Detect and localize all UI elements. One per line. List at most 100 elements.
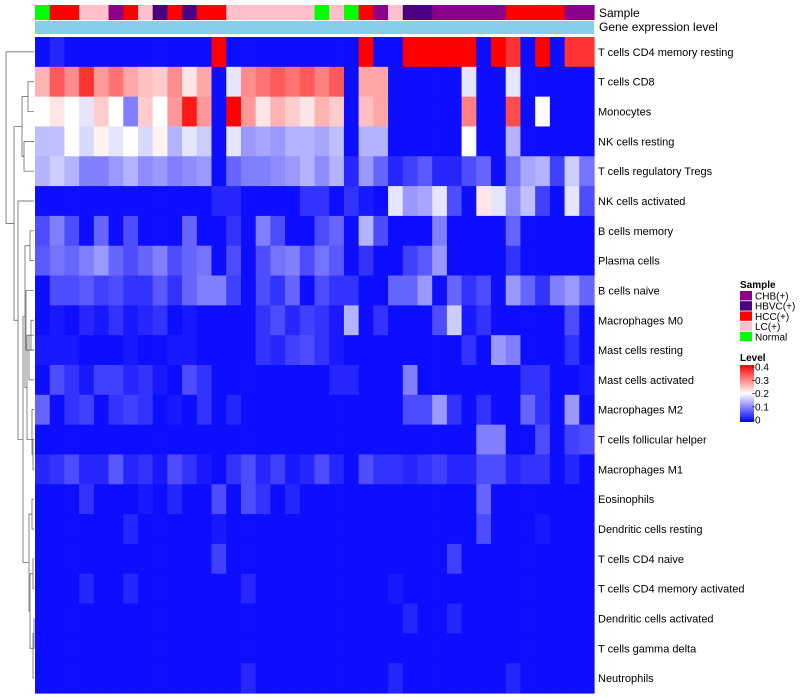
row-label: T cells follicular helper: [598, 435, 707, 447]
heatmap-cell: [299, 663, 316, 694]
sample-annotation-cell: [270, 5, 286, 20]
heatmap-cell: [240, 543, 257, 575]
heatmap-cell: [476, 335, 492, 366]
heatmap-cell: [549, 603, 566, 634]
heatmap-cell: [299, 454, 316, 485]
heatmap-cell: [240, 633, 257, 664]
heatmap-cell: [35, 365, 51, 396]
heatmap-cell: [285, 543, 301, 575]
heatmap-cell: [329, 633, 345, 664]
heatmap-cell: [432, 305, 448, 336]
heatmap-cell: [564, 37, 580, 68]
heatmap-cell: [79, 37, 95, 68]
heatmap-cell: [137, 245, 154, 277]
heatmap-cell: [196, 365, 213, 396]
heatmap-cell: [49, 543, 66, 575]
heatmap-cell: [432, 365, 448, 396]
sample-annotation-cell: [579, 5, 595, 20]
heatmap-cell: [35, 663, 51, 694]
heatmap-cell: [520, 335, 536, 366]
heatmap-cell: [255, 365, 271, 396]
heatmap-cell: [388, 633, 404, 664]
heatmap-cell: [388, 365, 404, 396]
heatmap-cell: [152, 66, 168, 98]
heatmap-cell: [123, 186, 139, 217]
heatmap-cell: [373, 484, 389, 515]
heatmap-cell: [491, 186, 507, 217]
heatmap-cell: [358, 66, 374, 98]
heatmap-cell: [167, 365, 183, 396]
heatmap-cell: [417, 66, 433, 98]
heatmap-cell: [314, 633, 330, 664]
row-label: T cells CD8: [598, 77, 655, 89]
heatmap-cell: [49, 96, 66, 128]
heatmap-cell: [108, 245, 124, 277]
heatmap-cell: [196, 245, 213, 277]
heatmap-cell: [137, 543, 154, 575]
heatmap-cell: [432, 156, 448, 187]
heatmap-cell: [461, 514, 477, 545]
heatmap-cell: [446, 394, 463, 426]
heatmap-cell: [520, 633, 536, 664]
heatmap-cell: [93, 394, 110, 426]
heatmap-cell: [446, 365, 463, 396]
heatmap-cell: [64, 126, 80, 157]
heatmap-cell: [505, 335, 522, 366]
heatmap-cell: [79, 245, 95, 277]
heatmap-cell: [35, 514, 51, 545]
heatmap-cell: [137, 394, 154, 426]
heatmap-cell: [579, 335, 595, 366]
heatmap-cell: [49, 394, 66, 426]
heatmap-cell: [123, 305, 139, 336]
heatmap-cell: [285, 394, 301, 426]
heatmap-cell: [549, 96, 566, 128]
heatmap-cell: [549, 186, 566, 217]
heatmap-cell: [35, 454, 51, 485]
heatmap-cell: [167, 603, 183, 634]
heatmap-cell: [579, 484, 595, 515]
heatmap-cell: [549, 484, 566, 515]
heatmap-cell: [402, 66, 419, 98]
heatmap-cell: [240, 66, 257, 98]
heatmap-cell: [432, 66, 448, 98]
sample-annotation-cell: [388, 5, 404, 20]
heatmap-cell: [579, 275, 595, 306]
heatmap-cell: [196, 633, 213, 664]
heatmap-cell: [549, 424, 566, 456]
heatmap-cell: [564, 335, 580, 366]
heatmap-cell: [329, 573, 345, 605]
heatmap-cell: [549, 663, 566, 694]
heatmap-cell: [432, 603, 448, 634]
heatmap-cell: [226, 275, 242, 306]
heatmap-cell: [270, 454, 286, 485]
heatmap-cell: [137, 96, 154, 128]
heatmap-cell: [64, 633, 80, 664]
heatmap-cell: [491, 573, 507, 605]
sample-annotation-cell: [108, 5, 124, 20]
level-legend-tick-label: 0.1: [755, 402, 769, 413]
sample-legend-swatch: [740, 301, 752, 311]
heatmap-cell: [549, 365, 566, 396]
heatmap-cell: [461, 275, 477, 306]
heatmap-cell: [270, 514, 286, 545]
heatmap-cell: [211, 156, 227, 187]
heatmap-cell: [285, 633, 301, 664]
heatmap-cell: [343, 275, 360, 306]
heatmap-cell: [388, 543, 404, 575]
heatmap-cell: [329, 305, 345, 336]
heatmap-cell: [211, 394, 227, 426]
heatmap-cell: [152, 484, 168, 515]
heatmap-cell: [388, 37, 404, 68]
heatmap-cell: [446, 543, 463, 575]
heatmap-cell: [108, 454, 124, 485]
heatmap-cell: [196, 96, 213, 128]
heatmap-cell: [388, 215, 404, 247]
row-label: Mast cells activated: [598, 375, 694, 387]
heatmap-cell: [491, 156, 507, 187]
heatmap-cell: [358, 633, 374, 664]
heatmap-cell: [535, 543, 551, 575]
heatmap-cell: [373, 305, 389, 336]
heatmap-cell: [461, 245, 477, 277]
heatmap-cell: [491, 663, 507, 694]
heatmap-cell: [446, 633, 463, 664]
